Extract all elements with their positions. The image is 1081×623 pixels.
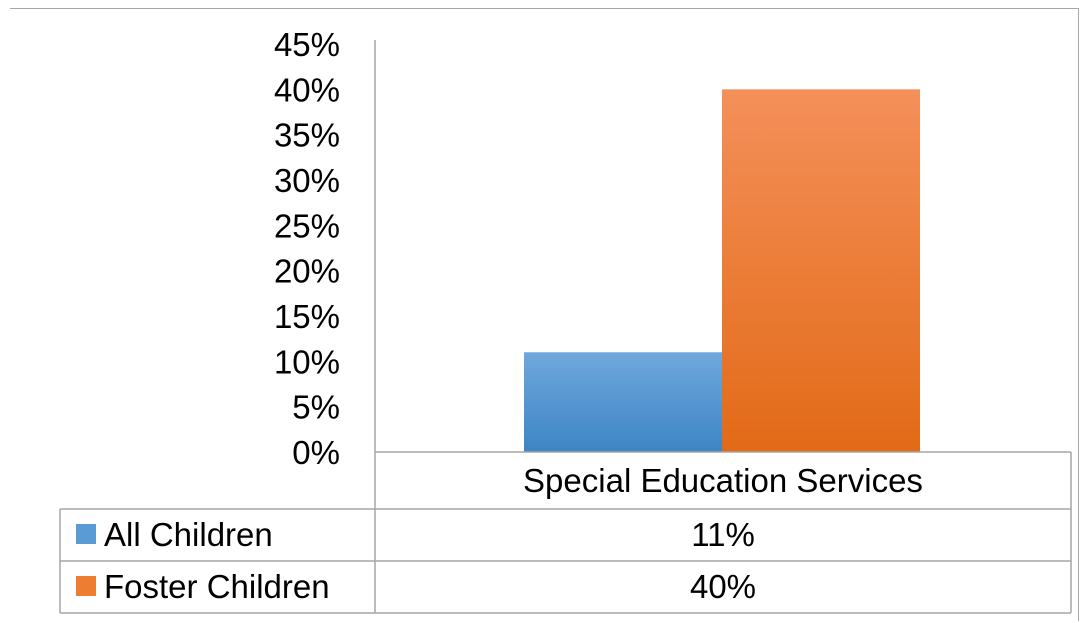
y-tick-label: 15%	[274, 298, 340, 335]
value-label-all-children: 11%	[691, 516, 755, 553]
y-tick-label: 5%	[292, 389, 340, 426]
y-tick-label: 25%	[274, 207, 340, 244]
data-table-grid	[59, 40, 1072, 614]
y-tick-label: 40%	[274, 71, 340, 108]
y-tick-label: 10%	[274, 343, 340, 380]
legend-swatch-all-children	[76, 524, 96, 544]
bar-foster-children	[722, 89, 920, 452]
chart-frame	[10, 8, 1079, 621]
y-tick-label: 35%	[274, 117, 340, 154]
bar-all-children	[524, 352, 722, 452]
y-tick-label: 20%	[274, 253, 340, 290]
legend-swatch-foster-children	[76, 576, 96, 596]
bars	[524, 89, 920, 452]
y-tick-label: 45%	[274, 26, 340, 63]
y-axis-tick-labels: 0% 5% 10% 15% 20% 25% 30% 35% 40% 45%	[274, 26, 340, 471]
data-table: Special Education Services All Children …	[76, 462, 923, 605]
category-label: Special Education Services	[523, 462, 923, 499]
value-label-foster-children: 40%	[690, 568, 756, 605]
y-tick-label: 0%	[292, 434, 340, 471]
y-tick-label: 30%	[274, 162, 340, 199]
legend-label-all-children: All Children	[104, 516, 273, 553]
legend-label-foster-children: Foster Children	[104, 568, 330, 605]
